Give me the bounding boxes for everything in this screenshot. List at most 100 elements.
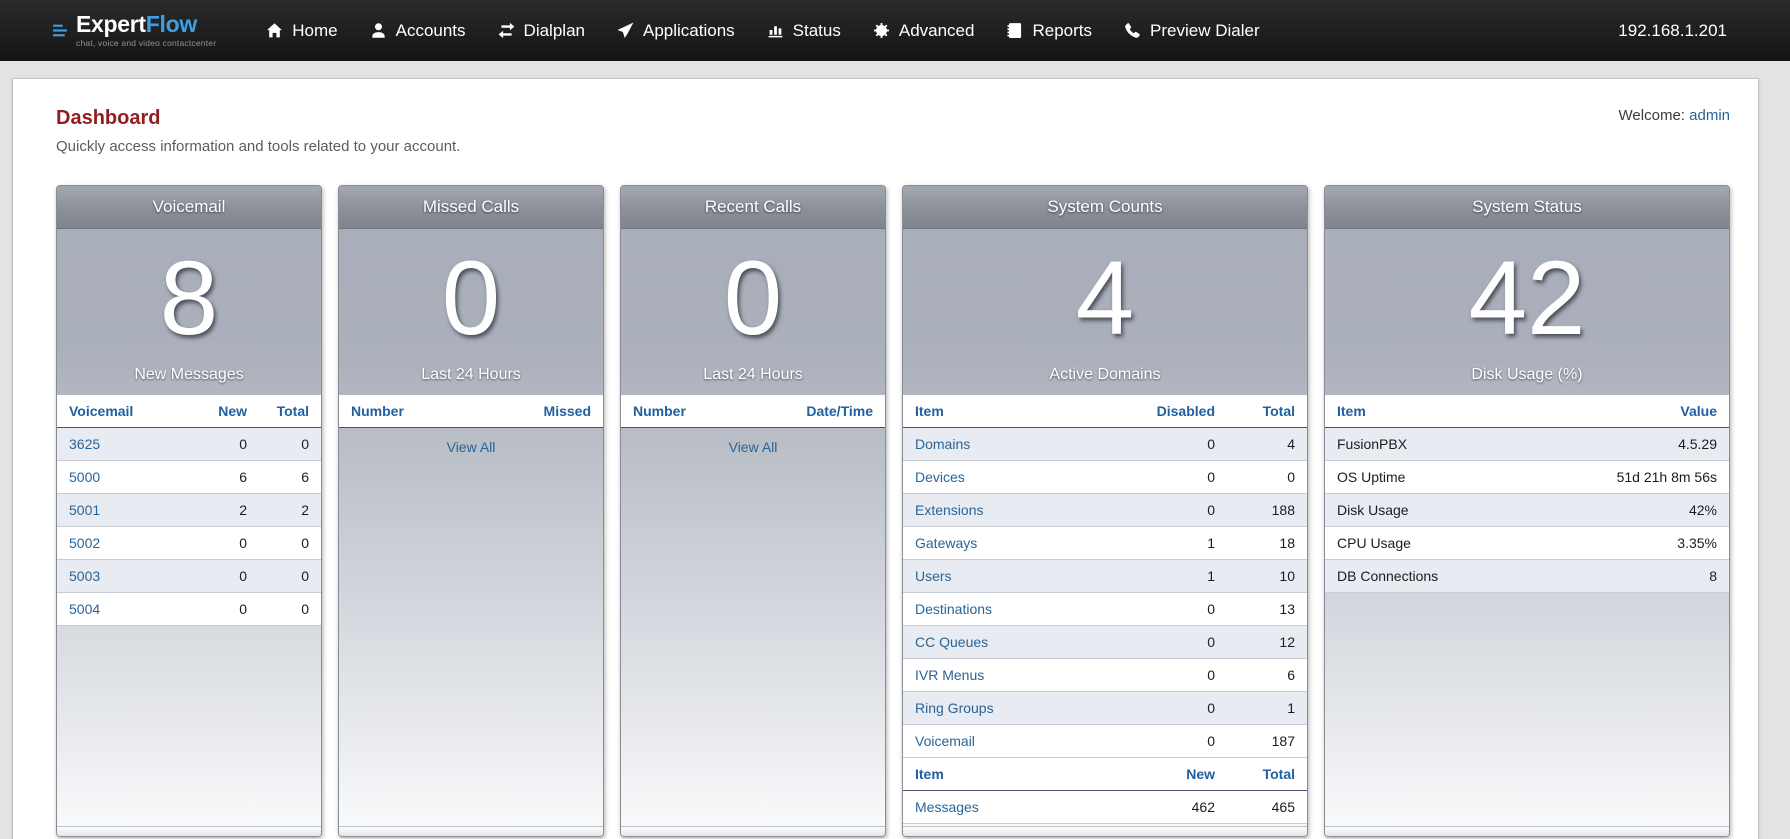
table-row: CPU Usage 3.35% xyxy=(1325,526,1729,560)
row-link-messages[interactable]: Messages xyxy=(915,799,979,815)
welcome-text: Welcome: admin xyxy=(1619,107,1730,124)
nav-item-applications[interactable]: Applications xyxy=(617,21,735,41)
content-card: Dashboard Quickly access information and… xyxy=(12,78,1759,839)
table-row: 5000 6 6 xyxy=(57,460,321,494)
row-link-5003[interactable]: 5003 xyxy=(69,568,101,584)
panel-header-missed-calls[interactable]: Missed Calls xyxy=(339,186,603,229)
panel-stat: 4 Active Domains xyxy=(903,229,1307,395)
chart-icon xyxy=(767,22,784,39)
page-header: Dashboard Quickly access information and… xyxy=(56,107,1730,155)
panel-system-counts: System Counts 4 Active Domains Item Disabled… xyxy=(902,185,1308,837)
table-cell: 3.35% xyxy=(1579,526,1729,560)
panel-stat: 0 Last 24 Hours xyxy=(339,229,603,395)
view-all-link[interactable]: View All xyxy=(728,439,778,455)
row-link-5004[interactable]: 5004 xyxy=(69,601,101,617)
column-header: Item xyxy=(903,395,1117,428)
nav-item-home[interactable]: Home xyxy=(266,21,338,41)
panel-table: Item Value FusionPBX 4.5.29 OS Uptime 51d 21h… xyxy=(1325,395,1729,593)
view-all-link[interactable]: View All xyxy=(446,439,496,455)
table-row: Voicemail 0 187 xyxy=(903,724,1307,758)
column-header: Value xyxy=(1579,395,1729,428)
row-link-5000[interactable]: 5000 xyxy=(69,469,101,485)
panel-header-recent-calls[interactable]: Recent Calls xyxy=(621,186,885,229)
panel-table: Item New Total Messages 462 465 xyxy=(903,758,1307,824)
panel-footer-grip[interactable] xyxy=(1325,826,1729,836)
panel-footer-grip[interactable] xyxy=(339,826,603,836)
nav-item-dialplan[interactable]: Dialplan xyxy=(498,21,585,41)
table-cell: 51d 21h 8m 56s xyxy=(1579,460,1729,494)
row-link-5002[interactable]: 5002 xyxy=(69,535,101,551)
table-header-row: Number Date/Time xyxy=(621,395,885,428)
row-link-destinations[interactable]: Destinations xyxy=(915,601,993,617)
column-header: Voicemail xyxy=(57,395,197,428)
panel-footer-grip[interactable] xyxy=(57,826,321,836)
view-all-cell: View All xyxy=(621,428,885,467)
nav-item-accounts[interactable]: Accounts xyxy=(370,21,466,41)
panel-header-system-counts[interactable]: System Counts xyxy=(903,186,1307,229)
panel-header-voicemail[interactable]: Voicemail xyxy=(57,186,321,229)
nav-item-advanced[interactable]: Advanced xyxy=(873,21,974,41)
column-header: Number xyxy=(621,395,795,428)
table-cell: 0 xyxy=(1117,724,1227,758)
panel-system-status: System Status 42 Disk Usage (%) Item Value Fu… xyxy=(1324,185,1730,837)
row-link-domains[interactable]: Domains xyxy=(915,436,971,452)
table-row: CC Queues 0 12 xyxy=(903,625,1307,659)
table-cell: 2 xyxy=(259,493,321,527)
column-header: New xyxy=(1117,758,1227,791)
table-cell: Extensions xyxy=(903,493,1117,527)
panel-footer-grip[interactable] xyxy=(621,826,885,836)
nav-item-preview-dialer[interactable]: Preview Dialer xyxy=(1124,21,1260,41)
table-cell: Ring Groups xyxy=(903,691,1117,725)
book-icon xyxy=(1006,22,1023,39)
stat-label: Disk Usage (%) xyxy=(1471,366,1583,383)
page-title-block: Dashboard Quickly access information and… xyxy=(56,107,460,155)
phone-icon xyxy=(1124,22,1141,39)
table-cell: 1 xyxy=(1117,526,1227,560)
panel-footer-grip[interactable] xyxy=(903,826,1307,836)
row-link-devices[interactable]: Devices xyxy=(915,469,965,485)
nav-item-label: Status xyxy=(792,20,841,40)
row-link-extensions[interactable]: Extensions xyxy=(915,502,984,518)
home-icon xyxy=(266,22,283,39)
nav-item-status[interactable]: Status xyxy=(767,21,841,41)
nav-item-reports[interactable]: Reports xyxy=(1006,21,1092,41)
table-cell: DB Connections xyxy=(1325,559,1579,593)
main-nav: Home Accounts Dialplan Applications Status Ad… xyxy=(266,21,1260,41)
table-cell: 1 xyxy=(1117,559,1227,593)
row-link-gateways[interactable]: Gateways xyxy=(915,535,978,551)
welcome-user-link[interactable]: admin xyxy=(1689,107,1730,124)
column-header: Total xyxy=(1227,395,1307,428)
row-link-ivr-menus[interactable]: IVR Menus xyxy=(915,667,985,683)
table-cell: 4.5.29 xyxy=(1579,427,1729,461)
column-header: Number xyxy=(339,395,523,428)
panel-stat: 42 Disk Usage (%) xyxy=(1325,229,1729,395)
table-cell: 5003 xyxy=(57,559,197,593)
row-link-voicemail[interactable]: Voicemail xyxy=(915,733,975,749)
row-link-5001[interactable]: 5001 xyxy=(69,502,101,518)
panel-header-system-status[interactable]: System Status xyxy=(1325,186,1729,229)
table-cell: 12 xyxy=(1227,625,1307,659)
table-cell: 0 xyxy=(1117,658,1227,692)
row-link-3625[interactable]: 3625 xyxy=(69,436,101,452)
view-all-cell: View All xyxy=(339,428,603,467)
stat-number: 42 xyxy=(1468,239,1586,357)
table-cell: FusionPBX xyxy=(1325,427,1579,461)
table-cell: 5002 xyxy=(57,526,197,560)
table-cell: 5001 xyxy=(57,493,197,527)
table-cell: Gateways xyxy=(903,526,1117,560)
row-link-users[interactable]: Users xyxy=(915,568,952,584)
stat-number: 4 xyxy=(1075,239,1135,357)
row-link-cc-queues[interactable]: CC Queues xyxy=(915,634,989,650)
panel-title: Voicemail xyxy=(152,197,226,216)
brand-logo[interactable]: ExpertFlow chat, voice and video contact… xyxy=(52,13,216,48)
table-cell: Voicemail xyxy=(903,724,1117,758)
table-cell: 42% xyxy=(1579,493,1729,527)
stat-label: New Messages xyxy=(134,366,244,383)
stat-label: Last 24 Hours xyxy=(703,366,803,383)
table-row: Messages 462 465 xyxy=(903,790,1307,824)
table-header-row: Item New Total xyxy=(903,758,1307,791)
table-cell: 0 xyxy=(259,559,321,593)
row-link-ring-groups[interactable]: Ring Groups xyxy=(915,700,994,716)
column-header: Item xyxy=(903,758,1117,791)
table-cell: 4 xyxy=(1227,427,1307,461)
